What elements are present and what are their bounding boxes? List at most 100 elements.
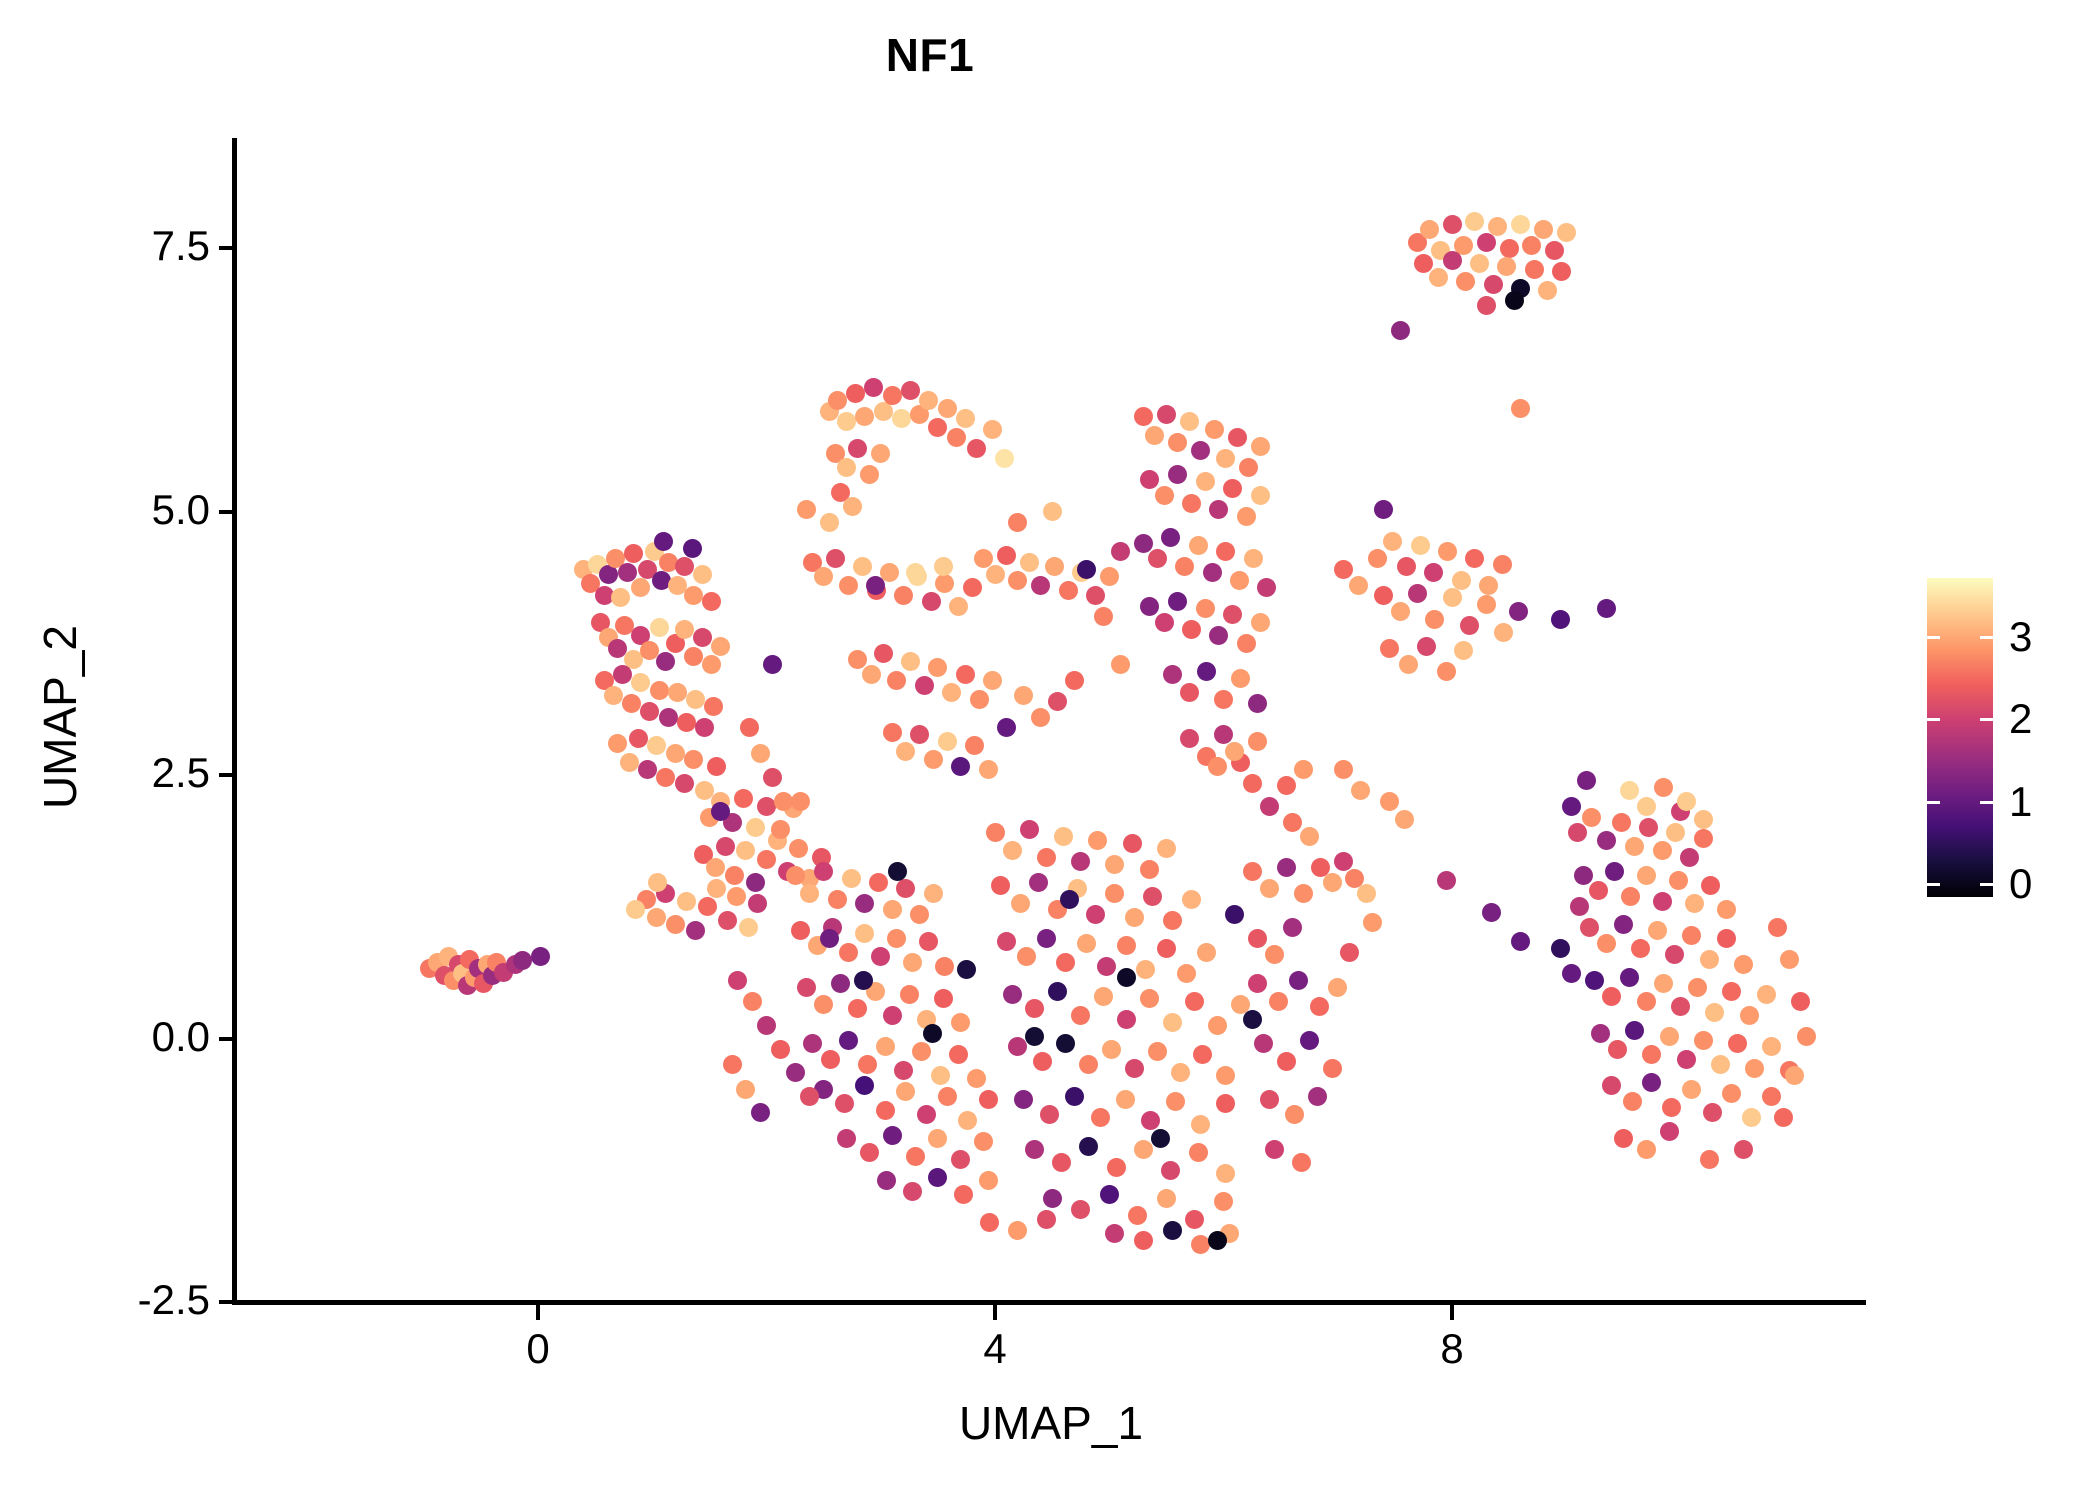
colorbar-tick-mark: [1927, 882, 1940, 886]
scatter-point: [1577, 770, 1597, 790]
scatter-point: [695, 718, 715, 738]
scatter-point: [1351, 781, 1371, 801]
scatter-point: [785, 865, 805, 885]
x-axis-title: UMAP_1: [958, 1397, 1144, 1449]
scatter-point: [1231, 668, 1251, 688]
scatter-point: [955, 665, 975, 685]
scatter-point: [1214, 725, 1233, 745]
scatter-point: [1250, 612, 1270, 632]
scatter-point: [1465, 212, 1485, 232]
scatter-point: [1010, 894, 1030, 914]
scatter-point: [1216, 542, 1236, 562]
scatter-point: [1665, 944, 1685, 964]
scatter-point: [859, 465, 879, 485]
scatter-point: [1040, 1104, 1060, 1124]
scatter-point: [896, 742, 916, 762]
scatter-point: [697, 897, 717, 917]
scatter-point: [683, 647, 703, 667]
scatter-point: [1391, 320, 1411, 340]
scatter-point: [923, 883, 943, 903]
scatter-point: [1099, 1184, 1119, 1204]
scatter-point: [1499, 238, 1519, 258]
scatter-point: [942, 683, 962, 703]
scatter-point: [880, 563, 900, 583]
scatter-point: [718, 910, 738, 930]
scatter-point: [1208, 1016, 1228, 1036]
scatter-point: [757, 797, 776, 817]
scatter-point: [1710, 1055, 1730, 1075]
scatter-point: [848, 438, 868, 458]
scatter-point: [1493, 623, 1513, 643]
scatter-point: [1014, 686, 1034, 706]
scatter-point: [747, 894, 767, 914]
scatter-point: [842, 496, 862, 516]
scatter-point: [1585, 971, 1605, 991]
scatter-point: [1762, 1086, 1782, 1106]
scatter-point: [1682, 925, 1702, 945]
scatter-point: [855, 923, 875, 943]
scatter-point: [1086, 586, 1106, 606]
scatter-point: [836, 457, 856, 477]
scatter-point: [1661, 1097, 1681, 1117]
colorbar-gradient: [1927, 578, 1993, 897]
scatter-point: [1056, 953, 1076, 973]
scatter-point: [800, 883, 820, 903]
scatter-point: [1488, 217, 1508, 237]
scatter-point: [1147, 549, 1167, 569]
scatter-point: [1208, 1231, 1228, 1251]
scatter-point: [1154, 486, 1174, 506]
scatter-point: [603, 686, 623, 706]
scatter-point: [1042, 1189, 1062, 1209]
scatter-point: [903, 953, 923, 973]
scatter-point: [1573, 865, 1593, 885]
scatter-point: [882, 1005, 902, 1025]
scatter-point: [1188, 535, 1208, 555]
scatter-point: [1289, 971, 1309, 991]
scatter-point: [1309, 997, 1329, 1017]
scatter-point: [855, 894, 875, 914]
scatter-point: [934, 988, 954, 1008]
scatter-point: [1508, 602, 1528, 622]
scatter-point: [1065, 1086, 1085, 1106]
scatter-point: [1139, 596, 1159, 616]
scatter-point: [1071, 851, 1091, 871]
scatter-point: [1653, 974, 1673, 994]
y-tick-label: 7.5: [151, 222, 210, 269]
scatter-point: [606, 549, 626, 569]
scatter-point: [814, 1079, 834, 1099]
scatter-point: [1299, 826, 1319, 846]
scatter-point: [711, 636, 731, 656]
scatter-point: [1051, 1153, 1071, 1173]
scatter-point: [1492, 554, 1512, 574]
scatter-point: [873, 644, 893, 664]
scatter-point: [834, 1094, 854, 1114]
scatter-point: [1570, 897, 1590, 917]
scatter-point: [903, 1181, 923, 1201]
scatter-point: [1456, 272, 1476, 292]
scatter-point: [1242, 1010, 1262, 1030]
scatter-point: [1611, 812, 1631, 832]
scatter-point: [1693, 1031, 1713, 1051]
scatter-point: [1065, 670, 1085, 690]
scatter-point: [1796, 1026, 1816, 1046]
scatter-point: [1428, 268, 1448, 287]
scatter-point: [937, 731, 957, 751]
scatter-point: [958, 1111, 978, 1131]
scatter-point: [1162, 1220, 1182, 1240]
scatter-point: [745, 873, 765, 892]
scatter-point: [854, 971, 874, 991]
scatter-point: [1551, 609, 1571, 629]
scatter-point: [882, 723, 902, 743]
scatter-point: [983, 670, 1003, 690]
scatter-point: [967, 1069, 987, 1089]
scatter-point: [1276, 776, 1296, 796]
scatter-point: [1008, 512, 1028, 532]
scatter-point: [948, 596, 968, 616]
scatter-point: [1025, 999, 1045, 1019]
scatter-point: [1248, 731, 1268, 751]
scatter-point: [1282, 812, 1302, 832]
scatter-point: [667, 575, 687, 595]
scatter-point: [1345, 868, 1365, 888]
scatter-point: [1059, 889, 1079, 909]
scatter-point: [978, 760, 998, 780]
